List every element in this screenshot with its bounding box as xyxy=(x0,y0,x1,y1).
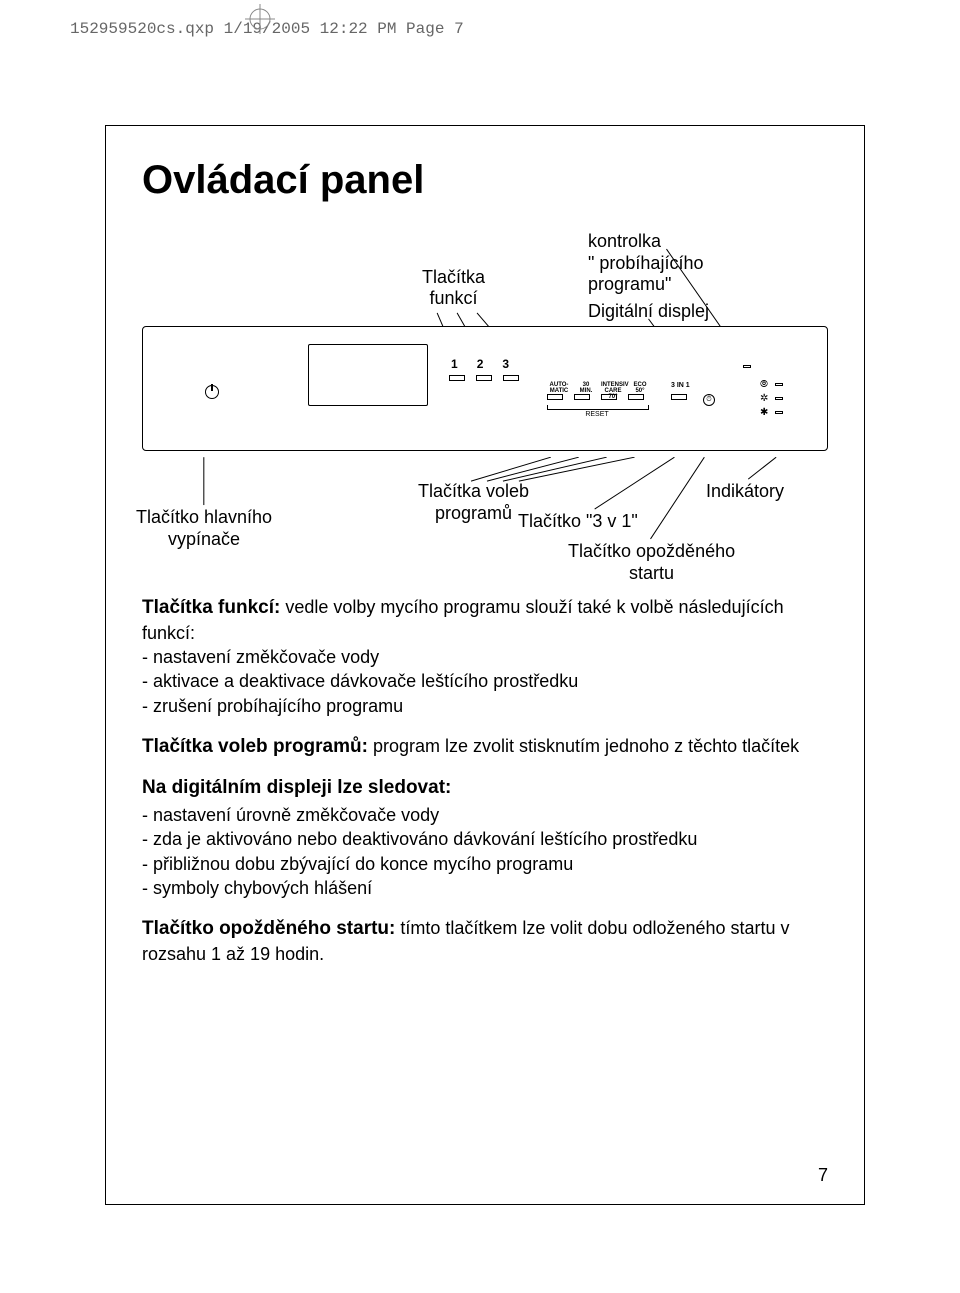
program-button xyxy=(601,394,617,400)
page-frame: Ovládací panel Tlačítkafunkcí kontrolka"… xyxy=(105,125,865,1205)
reset-label: RESET xyxy=(547,407,647,414)
power-button-icon xyxy=(205,385,219,399)
label-digital-display: Digitální displej xyxy=(588,301,709,322)
section-heading: Tlačítka voleb programů: xyxy=(142,736,368,757)
indicator-led xyxy=(775,383,783,386)
label-delay-start: Tlačítko opožděnéhostartu xyxy=(568,541,735,584)
list-item: nastavení změkčovače vody xyxy=(142,645,828,669)
list-item: přibližnou dobu zbývající do konce mycíh… xyxy=(142,852,828,876)
label-program-select: Tlačítka volebprogramů xyxy=(418,481,529,524)
list-item: nastavení úrovně změkčovače vody xyxy=(142,803,828,827)
section-heading: Tlačítko opožděného startu: xyxy=(142,918,395,939)
function-buttons xyxy=(449,375,519,381)
upper-callout-labels: Tlačítkafunkcí kontrolka" probíhajícíhop… xyxy=(142,231,828,326)
program-button xyxy=(574,394,590,400)
list-item: aktivace a deaktivace dávkovače leštícíh… xyxy=(142,669,828,693)
indicator-led xyxy=(775,397,783,400)
label-main-switch: Tlačítko hlavníhovypínače xyxy=(136,507,272,550)
num-1: 1 xyxy=(451,357,458,371)
num-3: 3 xyxy=(502,357,509,371)
display-window xyxy=(308,344,428,406)
section-heading: Na digitálním displeji lze sledovat: xyxy=(142,775,828,801)
list-item: symboly chybových hlášení xyxy=(142,876,828,900)
label-3in1-button: Tlačítko "3 v 1" xyxy=(518,511,638,532)
program-button xyxy=(628,394,644,400)
function-button xyxy=(449,375,465,381)
function-button xyxy=(503,375,519,381)
list-item: zrušení probíhajícího programu xyxy=(142,694,828,718)
function-button xyxy=(476,375,492,381)
label-running-indicator: kontrolka" probíhajícíhoprogramu" xyxy=(588,231,703,296)
label-indicators: Indikátory xyxy=(706,481,784,502)
control-panel-diagram: 1 2 3 AUTO-MATIC 30MIN. INTENSIVCARE 70°… xyxy=(142,326,828,451)
delay-start-button-icon: ⏱ xyxy=(703,394,715,406)
list-item: zda je aktivováno nebo deaktivováno dávk… xyxy=(142,827,828,851)
indicator-icon-star: ✱ xyxy=(760,407,768,418)
label-function-buttons: Tlačítkafunkcí xyxy=(422,267,485,309)
indicator-icon-salt: ⦾ xyxy=(760,379,768,390)
section-text: program lze zvolit stisknutím jednoho z … xyxy=(368,736,799,756)
crop-mark-icon xyxy=(245,4,275,34)
section-list: nastavení změkčovače vody aktivace a dea… xyxy=(142,645,828,718)
three-in-one-button xyxy=(671,394,687,400)
body-text: Tlačítka funkcí: vedle volby mycího prog… xyxy=(142,595,828,966)
program-button xyxy=(547,394,563,400)
section-heading: Tlačítka funkcí: xyxy=(142,597,280,618)
page-number: 7 xyxy=(818,1165,828,1186)
page-title: Ovládací panel xyxy=(142,158,828,203)
indicator-icon-rinse: ✲ xyxy=(760,393,768,404)
three-in-one-label: 3 IN 1 xyxy=(671,382,690,389)
indicator-led xyxy=(775,411,783,414)
running-led xyxy=(743,365,751,368)
program-buttons xyxy=(547,394,644,400)
lower-callout-labels: Tlačítko hlavníhovypínače Tlačítka voleb… xyxy=(142,457,828,587)
num-2: 2 xyxy=(477,357,484,371)
section-list: nastavení úrovně změkčovače vody zda je … xyxy=(142,803,828,900)
function-button-numbers: 1 2 3 xyxy=(451,357,509,371)
